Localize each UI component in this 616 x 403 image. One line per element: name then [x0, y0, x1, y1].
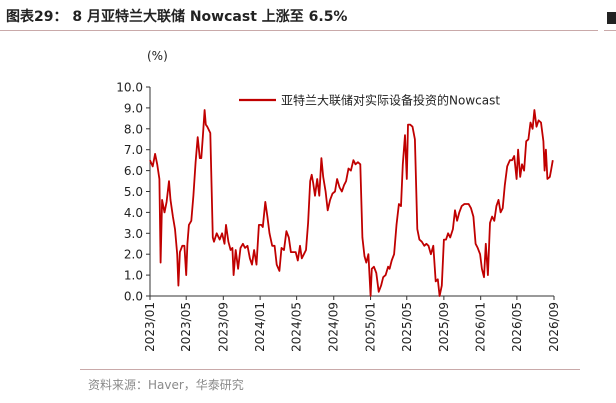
y-tick-label: 1.0 — [124, 269, 143, 283]
x-tick-label: 2024/09 — [327, 302, 341, 352]
x-tick-label: 2026/05 — [510, 302, 524, 352]
title-divider — [0, 30, 598, 31]
legend-label: 亚特兰大联储对实际设备投资的Nowcast — [281, 93, 500, 108]
x-tick-label: 2025/05 — [400, 302, 414, 352]
y-tick-label: 4.0 — [124, 206, 143, 220]
y-tick-label: 9.0 — [124, 101, 143, 115]
y-tick-label: 2.0 — [124, 248, 143, 262]
x-tick-label: 2025/01 — [364, 302, 378, 352]
x-axis: 2023/01 2023/05 2023/09 2024/01 2024/05 2024/… — [143, 295, 561, 352]
y-tick-label: 0.0 — [124, 290, 143, 304]
x-tick-label: 2023/01 — [143, 302, 157, 352]
x-tick-label: 2024/05 — [290, 302, 304, 352]
y-tick-label: 8.0 — [124, 122, 143, 136]
y-tick-label: 3.0 — [124, 227, 143, 241]
source-note: 资料来源：Haver，华泰研究 — [88, 378, 244, 392]
x-tick-label: 2025/09 — [437, 302, 451, 352]
series-group — [149, 109, 554, 297]
y-axis: 0.0 1.0 2.0 3.0 4.0 5.0 6.0 7.0 8.0 9.0 10.0 — [116, 81, 151, 304]
x-tick-label: 2026/09 — [547, 302, 561, 352]
series-line — [149, 109, 554, 297]
x-tick-label: 2023/05 — [179, 302, 193, 352]
y-axis-unit-label: (%) — [147, 49, 168, 63]
legend: 亚特兰大联储对实际设备投资的Nowcast — [239, 93, 500, 108]
x-tick-label: 2024/01 — [253, 302, 267, 352]
adjacent-figure-edge — [607, 12, 616, 24]
adjacent-divider — [604, 30, 616, 31]
y-tick-label: 5.0 — [124, 185, 143, 199]
source-divider — [80, 369, 580, 370]
x-tick-label: 2023/09 — [216, 302, 230, 352]
y-tick-label: 7.0 — [124, 143, 143, 157]
y-tick-label: 6.0 — [124, 164, 143, 178]
y-tick-label: 10.0 — [116, 81, 143, 95]
x-tick-label: 2026/01 — [474, 302, 488, 352]
figure-title: 图表29： 8 月亚特兰大联储 Nowcast 上涨至 6.5% — [6, 9, 348, 25]
